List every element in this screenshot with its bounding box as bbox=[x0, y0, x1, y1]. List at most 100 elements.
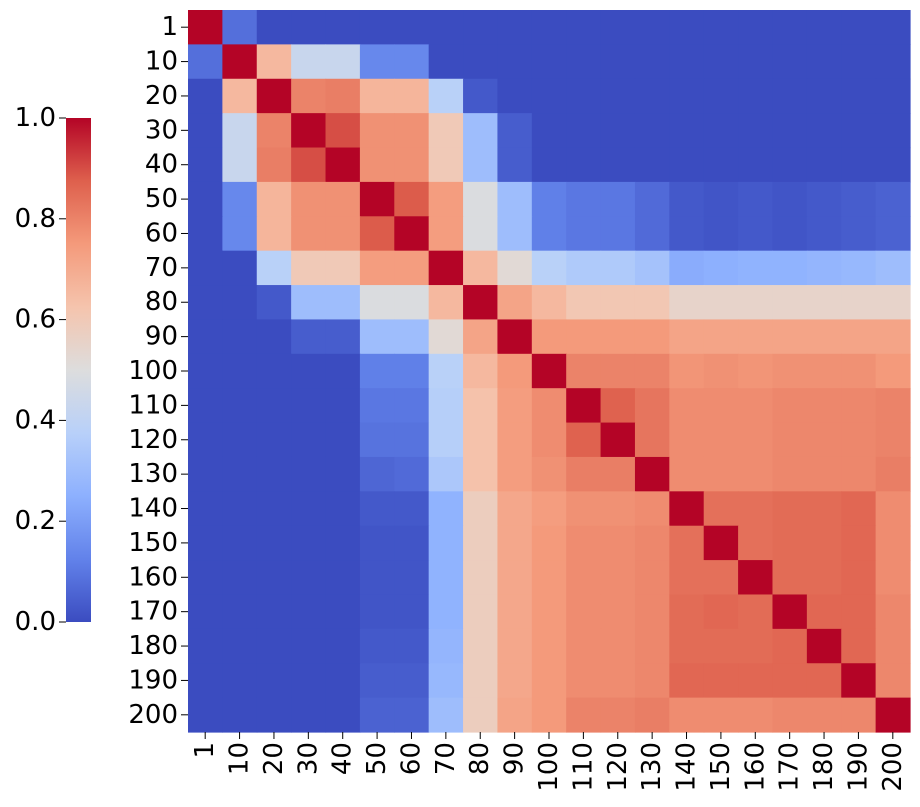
heatmap-cell bbox=[806, 422, 842, 458]
heatmap-cell bbox=[634, 628, 670, 664]
heatmap-cell bbox=[531, 78, 567, 114]
heatmap-cell bbox=[806, 44, 842, 80]
heatmap-cell bbox=[875, 10, 911, 45]
heatmap-cell bbox=[256, 181, 292, 217]
heatmap-cell bbox=[703, 663, 739, 699]
heatmap-cell bbox=[772, 388, 808, 424]
heatmap-cell bbox=[463, 560, 499, 596]
heatmap-cell bbox=[841, 422, 877, 458]
heatmap-cells bbox=[188, 10, 911, 733]
heatmap-cell bbox=[703, 285, 739, 321]
heatmap-cell bbox=[497, 525, 533, 561]
heatmap-cell bbox=[394, 250, 430, 286]
heatmap-cell bbox=[256, 628, 292, 664]
heatmap-cell bbox=[772, 663, 808, 699]
heatmap-cell bbox=[291, 147, 327, 183]
x-tick-label: 170 bbox=[775, 742, 805, 792]
heatmap-cell bbox=[497, 285, 533, 321]
heatmap-cell bbox=[463, 525, 499, 561]
heatmap-cell bbox=[806, 113, 842, 149]
heatmap-cell bbox=[359, 422, 395, 458]
heatmap-cell bbox=[428, 353, 464, 389]
heatmap-cell bbox=[291, 560, 327, 596]
heatmap-cell bbox=[875, 491, 911, 527]
heatmap-cell bbox=[772, 113, 808, 149]
heatmap-cell bbox=[531, 285, 567, 321]
heatmap-cell bbox=[531, 353, 567, 389]
y-tick-label: 1 bbox=[161, 12, 178, 42]
heatmap-cell bbox=[669, 319, 705, 355]
heatmap-cell bbox=[325, 216, 361, 252]
heatmap-cell bbox=[600, 319, 636, 355]
heatmap-cell bbox=[222, 353, 258, 389]
heatmap-cell bbox=[291, 113, 327, 149]
heatmap-cell bbox=[325, 697, 361, 733]
heatmap-cell bbox=[531, 697, 567, 733]
x-tick-label: 10 bbox=[225, 742, 255, 775]
heatmap-cell bbox=[222, 594, 258, 630]
heatmap-cell bbox=[428, 78, 464, 114]
x-tick-label: 120 bbox=[603, 742, 633, 792]
heatmap-cell bbox=[463, 181, 499, 217]
heatmap-cell bbox=[669, 456, 705, 492]
heatmap-cell bbox=[394, 10, 430, 45]
heatmap-cell bbox=[772, 353, 808, 389]
heatmap-cell bbox=[600, 250, 636, 286]
heatmap-cell bbox=[875, 78, 911, 114]
heatmap-cell bbox=[841, 456, 877, 492]
heatmap-cell bbox=[806, 353, 842, 389]
heatmap-cell bbox=[188, 181, 223, 217]
heatmap-cell bbox=[359, 319, 395, 355]
heatmap-cell bbox=[841, 44, 877, 80]
heatmap-cell bbox=[531, 663, 567, 699]
heatmap-cell bbox=[806, 250, 842, 286]
heatmap-cell bbox=[772, 250, 808, 286]
heatmap-cell bbox=[222, 44, 258, 80]
y-tick-label: 130 bbox=[128, 459, 178, 489]
heatmap-cell bbox=[600, 525, 636, 561]
heatmap-cell bbox=[222, 525, 258, 561]
heatmap-cell bbox=[875, 525, 911, 561]
heatmap-cell bbox=[188, 44, 223, 80]
heatmap-cell bbox=[634, 216, 670, 252]
heatmap-cell bbox=[600, 181, 636, 217]
heatmap-cell bbox=[531, 113, 567, 149]
heatmap-cell bbox=[772, 628, 808, 664]
heatmap-cell bbox=[600, 147, 636, 183]
heatmap-cell bbox=[566, 594, 602, 630]
heatmap-cell bbox=[531, 491, 567, 527]
y-tick-label: 60 bbox=[145, 218, 178, 248]
heatmap-cell bbox=[566, 697, 602, 733]
heatmap-cell bbox=[463, 353, 499, 389]
heatmap-cell bbox=[875, 663, 911, 699]
heatmap-cell bbox=[806, 491, 842, 527]
heatmap-cell bbox=[222, 319, 258, 355]
heatmap-cell bbox=[497, 663, 533, 699]
heatmap-cell bbox=[600, 285, 636, 321]
heatmap-cell bbox=[188, 78, 223, 114]
heatmap-cell bbox=[188, 10, 223, 45]
heatmap-cell bbox=[841, 491, 877, 527]
heatmap-cell bbox=[497, 422, 533, 458]
heatmap-cell bbox=[738, 10, 774, 45]
heatmap-cell bbox=[463, 422, 499, 458]
colorbar-tick-label: 0.4 bbox=[15, 405, 56, 435]
heatmap-cell bbox=[634, 388, 670, 424]
colorbar-tick-label: 0.2 bbox=[15, 506, 56, 536]
heatmap-cell bbox=[463, 628, 499, 664]
heatmap-cell bbox=[256, 44, 292, 80]
heatmap-cell bbox=[428, 44, 464, 80]
heatmap-cell bbox=[531, 44, 567, 80]
heatmap-cell bbox=[806, 216, 842, 252]
heatmap-cell bbox=[738, 181, 774, 217]
y-tick-label: 50 bbox=[145, 184, 178, 214]
y-tick-label: 190 bbox=[128, 665, 178, 695]
heatmap-cell bbox=[738, 319, 774, 355]
heatmap-cell bbox=[566, 628, 602, 664]
heatmap-cell bbox=[256, 10, 292, 45]
heatmap-cell bbox=[531, 422, 567, 458]
heatmap-cell bbox=[497, 10, 533, 45]
heatmap-cell bbox=[634, 560, 670, 596]
heatmap-cell bbox=[875, 216, 911, 252]
x-tick-label: 160 bbox=[740, 742, 770, 792]
